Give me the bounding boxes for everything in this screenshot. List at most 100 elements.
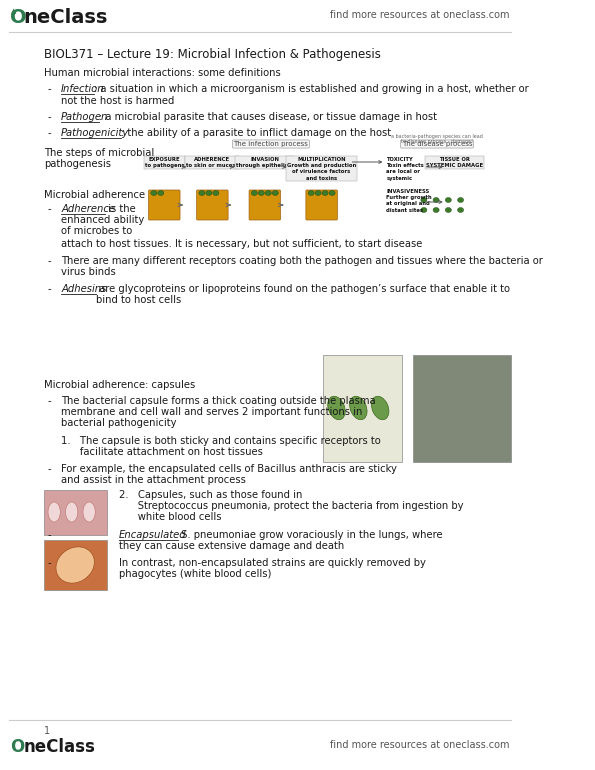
Text: MULTIPLICATION
Growth and production
of virulence factors
and toxins: MULTIPLICATION Growth and production of … — [287, 157, 356, 181]
Text: -: - — [47, 396, 51, 406]
FancyBboxPatch shape — [249, 190, 280, 220]
FancyBboxPatch shape — [149, 190, 180, 220]
Text: ADHERENCE
to skin or mucosa: ADHERENCE to skin or mucosa — [186, 157, 239, 168]
Text: : a microbial parasite that causes disease, or tissue damage in host: : a microbial parasite that causes disea… — [99, 112, 437, 122]
Text: There are many different receptors coating both the pathogen and tissues where t: There are many different receptors coati… — [61, 256, 543, 266]
Ellipse shape — [83, 502, 95, 522]
Ellipse shape — [265, 190, 271, 196]
Text: BIOL371 – Lecture 19: Microbial Infection & Pathogenesis: BIOL371 – Lecture 19: Microbial Infectio… — [43, 48, 381, 61]
Text: S. pneumoniae grow voraciously in the lungs, where: S. pneumoniae grow voraciously in the lu… — [178, 530, 443, 540]
FancyBboxPatch shape — [306, 190, 337, 220]
Text: virus binds: virus binds — [61, 267, 116, 277]
Ellipse shape — [445, 197, 452, 203]
Ellipse shape — [151, 190, 157, 196]
Ellipse shape — [458, 197, 464, 203]
Text: EXPOSURE
to pathogens: EXPOSURE to pathogens — [145, 157, 184, 168]
Text: is the: is the — [105, 204, 136, 214]
Ellipse shape — [65, 502, 78, 522]
Ellipse shape — [421, 197, 427, 203]
Text: pathogenesis: pathogenesis — [43, 159, 111, 169]
Ellipse shape — [251, 190, 258, 196]
Text: : the ability of a parasite to inflict damage on the host: : the ability of a parasite to inflict d… — [121, 128, 392, 138]
Text: : a situation in which a microorganism is established and growing in a host, whe: : a situation in which a microorganism i… — [95, 84, 529, 94]
Text: bind to host cells: bind to host cells — [96, 295, 181, 305]
Text: -: - — [47, 128, 51, 138]
Text: phagocytes (white blood cells): phagocytes (white blood cells) — [119, 569, 271, 579]
FancyBboxPatch shape — [323, 355, 402, 462]
Ellipse shape — [158, 190, 164, 196]
Text: are glycoproteins or lipoproteins found on the pathogen’s surface that enable it: are glycoproteins or lipoproteins found … — [96, 284, 510, 294]
Text: enhanced ability: enhanced ability — [61, 215, 145, 225]
Ellipse shape — [445, 207, 452, 213]
FancyBboxPatch shape — [196, 190, 228, 220]
Text: -: - — [47, 530, 51, 540]
Ellipse shape — [329, 190, 335, 196]
Text: Pathogenicity: Pathogenicity — [61, 128, 129, 138]
Text: neClass: neClass — [24, 738, 95, 756]
Text: The infection process: The infection process — [233, 141, 308, 147]
Text: O: O — [11, 738, 25, 756]
Text: bacterial pathogenicity: bacterial pathogenicity — [61, 418, 177, 428]
Text: -: - — [47, 112, 51, 122]
Text: and assist in the attachment process: and assist in the attachment process — [61, 475, 246, 485]
Ellipse shape — [350, 397, 367, 420]
Text: -: - — [47, 84, 51, 94]
Ellipse shape — [433, 197, 439, 203]
Text: The disease process: The disease process — [402, 141, 472, 147]
Ellipse shape — [371, 397, 389, 420]
Text: not the host is harmed: not the host is harmed — [61, 96, 174, 106]
Ellipse shape — [433, 207, 439, 213]
Text: -: - — [47, 204, 51, 214]
Ellipse shape — [458, 207, 464, 213]
Text: they can cause extensive damage and death: they can cause extensive damage and deat… — [119, 541, 344, 551]
Ellipse shape — [206, 190, 212, 196]
Text: Adherence: Adherence — [61, 204, 115, 214]
Text: Microbial adherence: capsules: Microbial adherence: capsules — [43, 380, 195, 390]
Text: Streptococcus pneumonia, protect the bacteria from ingestion by: Streptococcus pneumonia, protect the bac… — [119, 501, 464, 511]
Text: -: - — [47, 558, 51, 568]
Text: white blood cells: white blood cells — [119, 512, 221, 522]
Text: -: - — [47, 284, 51, 294]
Ellipse shape — [273, 190, 278, 196]
Text: TOXICITY
Toxin effects
are local or
systemic: TOXICITY Toxin effects are local or syst… — [386, 157, 424, 181]
Text: 2.   Capsules, such as those found in: 2. Capsules, such as those found in — [119, 490, 302, 500]
Text: INVASION
through epithelium: INVASION through epithelium — [236, 157, 294, 168]
Ellipse shape — [328, 397, 345, 420]
Text: neClass: neClass — [24, 8, 108, 27]
Text: The steps of microbial: The steps of microbial — [43, 148, 154, 158]
Text: For example, the encapsulated cells of Bacillus anthracis are sticky: For example, the encapsulated cells of B… — [61, 464, 397, 474]
Ellipse shape — [315, 190, 321, 196]
Ellipse shape — [199, 190, 205, 196]
Text: find more resources at oneclass.com: find more resources at oneclass.com — [330, 740, 509, 750]
Text: to disease process - damage!: to disease process - damage! — [401, 139, 473, 144]
Text: Human microbial interactions: some definitions: Human microbial interactions: some defin… — [43, 68, 280, 78]
Text: of microbes to: of microbes to — [61, 226, 133, 236]
Text: Encapsulated: Encapsulated — [119, 530, 186, 540]
Text: -: - — [47, 464, 51, 474]
Text: The bacterial capsule forms a thick coating outside the plasma: The bacterial capsule forms a thick coat… — [61, 396, 376, 406]
Text: find more resources at oneclass.com: find more resources at oneclass.com — [330, 10, 509, 20]
FancyBboxPatch shape — [412, 355, 511, 462]
Ellipse shape — [421, 207, 427, 213]
Text: INVASIVENESS
Further growth
at original and
distant sites: INVASIVENESS Further growth at original … — [386, 189, 432, 213]
Text: Adhesins: Adhesins — [61, 284, 107, 294]
Text: -: - — [47, 256, 51, 266]
Text: Microbial adherence: Microbial adherence — [43, 190, 145, 200]
Text: O: O — [11, 8, 27, 27]
Text: Infection: Infection — [61, 84, 105, 94]
Ellipse shape — [48, 502, 60, 522]
Text: ▲: ▲ — [11, 8, 16, 14]
Ellipse shape — [308, 190, 314, 196]
Text: 1: 1 — [43, 726, 50, 736]
Ellipse shape — [322, 190, 328, 196]
FancyBboxPatch shape — [43, 490, 107, 535]
FancyBboxPatch shape — [43, 540, 107, 590]
Text: 1.   The capsule is both sticky and contains specific receptors to: 1. The capsule is both sticky and contai… — [61, 436, 381, 446]
Ellipse shape — [56, 547, 95, 583]
Ellipse shape — [213, 190, 219, 196]
Ellipse shape — [258, 190, 264, 196]
Text: attach to host tissues. It is necessary, but not sufficient, to start disease: attach to host tissues. It is necessary,… — [61, 239, 422, 249]
Text: a bacteria-pathogen species can lead: a bacteria-pathogen species can lead — [391, 134, 483, 139]
Text: facilitate attachment on host tissues: facilitate attachment on host tissues — [61, 447, 263, 457]
Text: membrane and cell wall and serves 2 important functions in: membrane and cell wall and serves 2 impo… — [61, 407, 362, 417]
